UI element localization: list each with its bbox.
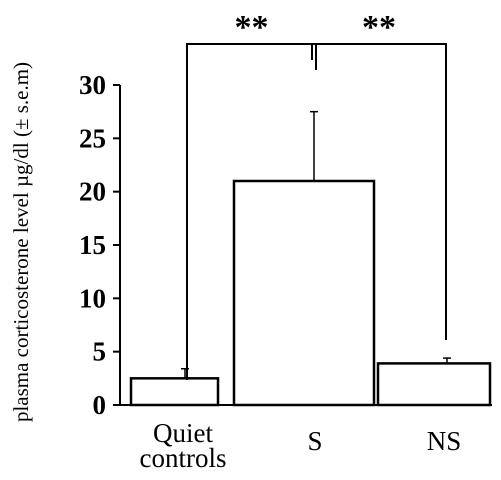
bar	[376, 362, 492, 407]
bar	[232, 179, 376, 407]
bars	[129, 179, 492, 407]
error-bars	[181, 110, 451, 379]
y-ticks: 0 5 10 15 20 25 30	[79, 70, 120, 420]
y-tick-label: 20	[79, 177, 106, 207]
y-tick-label: 10	[79, 283, 106, 313]
category-label: NS	[427, 426, 462, 456]
category-label: controls	[140, 443, 227, 473]
y-tick-label: 5	[93, 337, 107, 367]
y-tick-label: 30	[79, 70, 106, 100]
y-tick-label: 15	[79, 230, 106, 260]
y-tick-label: 0	[93, 390, 107, 420]
significance-bracket	[311, 43, 447, 340]
category-label: S	[307, 426, 322, 456]
bar	[129, 377, 220, 407]
y-axis-title: plasma corticosterone level µg/dl (± s.e…	[9, 62, 33, 422]
category-label: Quiet	[153, 418, 213, 448]
significance-bracket	[186, 43, 317, 380]
y-tick-label: 25	[79, 123, 106, 153]
significance-label: **	[235, 9, 269, 46]
significance-label: **	[362, 9, 396, 46]
significance-brackets: ** **	[186, 9, 447, 380]
